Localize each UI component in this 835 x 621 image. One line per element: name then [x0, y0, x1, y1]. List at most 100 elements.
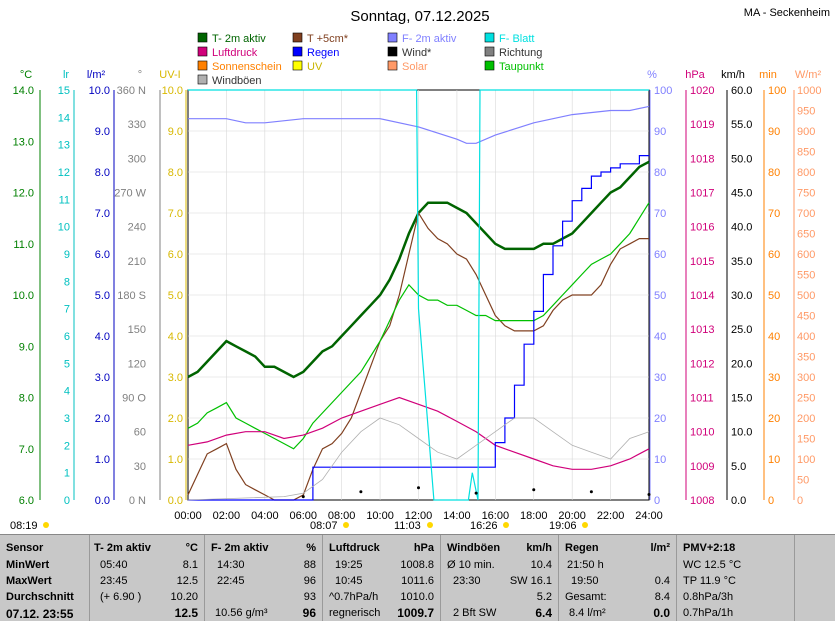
axis-tick-label: 0 [64, 495, 70, 507]
table-cell: 1011.6 [401, 575, 434, 587]
x-tick-label: 08:00 [328, 510, 356, 522]
axis-tick-label: 3.0 [95, 372, 110, 384]
axis-tick-label: 60.0 [731, 85, 752, 97]
table-cell: 0.7hPa/1h [683, 607, 734, 619]
table-unit: km/h [526, 542, 552, 554]
x-tick-label: 20:00 [558, 510, 586, 522]
axis-tick-label: 0 [654, 495, 660, 507]
axis-tick-label: 20 [768, 413, 780, 425]
table-header: Luftdruck [329, 542, 380, 554]
axis-tick-label: 4 [64, 386, 70, 398]
axis-tick-label: 270 W [114, 188, 146, 200]
axis-tick-label: 2 [64, 440, 70, 452]
axis-tick-label: 14 [58, 112, 70, 124]
axis-tick-label: 650 [797, 229, 815, 241]
axis-tick-label: 1011 [690, 393, 714, 405]
table-row-label: MaxWert [6, 575, 52, 587]
axis-tick-label: 30.0 [731, 290, 752, 302]
legend-swatch [292, 32, 303, 43]
x-tick-label: 00:00 [174, 510, 202, 522]
legend-label: F- Blatt [499, 33, 534, 45]
table-col-pmv: PMV+2:18 WC 12.5 °C TP 11.9 °C 0.8hPa/3h… [677, 535, 795, 621]
x-tick-label: 14:00 [443, 510, 471, 522]
legend-label: T +5cm* [307, 33, 349, 45]
table-cell: 10.56 g/m³ [215, 607, 268, 619]
table-cell: 23:45 [100, 575, 128, 587]
axis-tick-label: 400 [797, 331, 815, 343]
series-line-luftdruck [187, 396, 650, 470]
table-cell: 0.0 [653, 606, 670, 620]
table-col-pressure: Luftdruck hPa 19:25 1008.8 10:45 1011.6 … [323, 535, 441, 621]
axis-tick-label: 40 [654, 331, 666, 343]
axis-unit: l/m² [87, 69, 106, 81]
legend-swatch [387, 32, 398, 43]
wind-point [589, 490, 593, 494]
table-unit: % [306, 542, 316, 554]
axis-tick-label: 950 [797, 106, 815, 118]
axis-tick-label: 12.0 [13, 188, 34, 200]
x-tick-label: 06:00 [289, 510, 317, 522]
axis-tick-label: 1020 [690, 85, 714, 97]
axis-tick-label: 6.0 [95, 249, 110, 261]
legend-label: Wind* [402, 47, 432, 59]
axis-tick-label: 1013 [690, 324, 714, 336]
axis-tick-label: 3 [64, 413, 70, 425]
sun-event-label: 08:07 [310, 520, 338, 532]
legend-swatch [197, 74, 208, 85]
axis-tick-label: 50 [797, 475, 809, 487]
axis-tick-label: 2.0 [95, 413, 110, 425]
axis-tick-label: 12 [58, 167, 70, 179]
axis-tick-label: 7 [64, 304, 70, 316]
sun-events: 08:19 08:07 11:03 16:26 19:06 [10, 520, 588, 532]
legend-swatch [197, 32, 208, 43]
legend-swatch [484, 32, 495, 43]
series-line-t-5cm- [187, 211, 649, 501]
legend-label: Solar [402, 61, 428, 73]
axis-tick-label: 850 [797, 147, 815, 159]
axis-tick-label: 900 [797, 126, 815, 138]
legend-swatch [292, 60, 303, 71]
table-cell: 19:50 [571, 575, 599, 587]
axis-tick-label: 80 [654, 167, 666, 179]
axis-tick-label: 0 [797, 495, 803, 507]
axis-tick-label: 0 [768, 495, 774, 507]
legend: T- 2m aktiv T +5cm* F- 2m aktiv F- Blatt Luf… [197, 32, 544, 87]
axis-tick-label: 3.0 [168, 372, 183, 384]
wind-point [474, 491, 478, 495]
axis-unit: ° [138, 69, 142, 81]
axis-tick-label: 11 [59, 194, 70, 206]
axis-tick-label: 90 [654, 126, 666, 138]
axis-tick-label: 10.0 [731, 427, 752, 439]
table-row-label: Durchschnitt [6, 591, 74, 603]
axis-tick-label: 100 [654, 85, 672, 97]
axis-tick-label: 10.0 [13, 290, 34, 302]
axis-tick-label: 6.0 [19, 495, 34, 507]
legend-label: Regen [307, 47, 339, 59]
axis-tick-label: 0.0 [95, 495, 110, 507]
wind-point [532, 488, 536, 492]
table-cell: 1010.0 [400, 591, 434, 603]
legend-label: UV [307, 61, 323, 73]
table-cell: 10.4 [530, 559, 552, 571]
sun-icon [43, 522, 49, 528]
table-cell: 1008.8 [400, 559, 434, 571]
axis-unit: lr [63, 69, 69, 81]
axis-tick-label: 4.0 [168, 331, 183, 343]
table-cell: Gesamt: [565, 591, 607, 603]
table-cell: TP 11.9 °C [683, 575, 736, 587]
sun-icon [427, 522, 433, 528]
table-cell: 96 [303, 575, 316, 587]
table-cell: 5.2 [536, 591, 552, 603]
wind-point [301, 495, 305, 499]
table-cell: 8.4 l/m² [569, 607, 606, 619]
axis-tick-label: 330 [128, 119, 146, 131]
axis-tick-label: 500 [797, 290, 815, 302]
table-cell: 12.5 [174, 606, 198, 620]
axis-tick-label: 60 [654, 249, 666, 261]
axis-tick-label: 50 [768, 290, 780, 302]
axis-tick-label: 1000 [797, 85, 821, 97]
x-tick-label: 12:00 [405, 510, 433, 522]
axis-tick-label: 1008 [690, 495, 714, 507]
table-cell: regnerisch [329, 607, 381, 619]
sun-icon [503, 522, 509, 528]
